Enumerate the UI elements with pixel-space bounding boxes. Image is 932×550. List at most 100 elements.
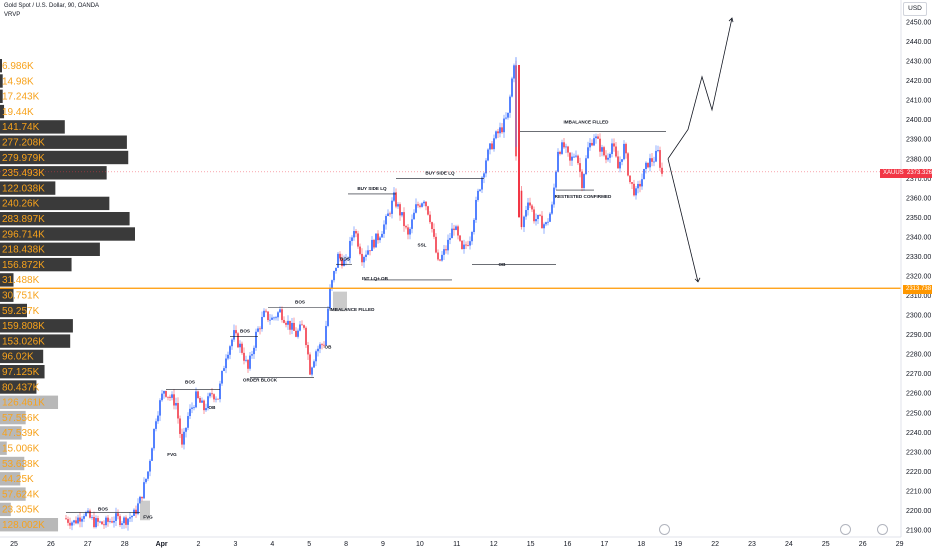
candle-body (103, 524, 105, 526)
candle-body (563, 142, 565, 148)
time-tick: 2 (197, 541, 201, 548)
candle-body (641, 179, 643, 187)
annotation-label: RESTESTED CONFIRMED (555, 194, 612, 199)
candle-body (107, 517, 109, 522)
candle-body (611, 143, 613, 154)
annotation-label: IMBALANCE FILLED (564, 120, 610, 125)
candle-body (401, 212, 403, 216)
time-tick: 24 (785, 541, 793, 548)
candle-body (579, 163, 581, 172)
vp-bar (0, 150, 129, 165)
candle-body (413, 212, 415, 220)
candle-body (655, 150, 657, 162)
candle-body (549, 213, 551, 222)
candle-body (481, 177, 483, 190)
vp-label: 57.556K (2, 413, 40, 424)
candle-body (243, 352, 245, 361)
time-tick: 12 (490, 541, 498, 548)
candle-body (615, 146, 617, 157)
candle-body (315, 351, 317, 362)
annotations: BOS FVG FVG OB BOS ORDER BLOCK BOS BOS OB IMBALAN… (98, 120, 612, 520)
candle-body (133, 509, 135, 516)
candle-body (499, 127, 501, 134)
vp-bar (0, 59, 2, 73)
time-tick: 19 (674, 541, 682, 548)
candle-body (597, 136, 599, 139)
vp-bar (0, 212, 130, 226)
candle-body (89, 510, 91, 518)
time-tick: 9 (381, 541, 385, 548)
indicator-label[interactable]: VRVP (4, 12, 21, 18)
candle-body (471, 232, 473, 242)
candle-body (559, 151, 561, 154)
candle-body (235, 330, 237, 334)
candle-body (607, 157, 609, 160)
vp-label: 30.751K (2, 291, 40, 302)
candle-body (573, 156, 575, 158)
candle-body (213, 394, 215, 400)
price-tick: 2370.00 (906, 176, 931, 183)
candle-body (263, 310, 265, 317)
vp-label: 23.305K (2, 505, 40, 516)
candle-body (83, 516, 85, 519)
candle-body (201, 400, 203, 403)
candle-body (71, 522, 73, 526)
price-tick: 2200.00 (906, 508, 931, 515)
vp-bar (0, 89, 3, 103)
price-tick: 2420.00 (906, 78, 931, 85)
candle-body (179, 418, 181, 434)
candle-body (69, 522, 71, 526)
clock-icon[interactable] (659, 524, 670, 535)
candle-body (335, 267, 337, 272)
candle-body (391, 200, 393, 214)
candle-body (81, 518, 83, 522)
candle-body (319, 344, 321, 349)
candle-body (557, 151, 559, 172)
candle-body (427, 206, 429, 215)
candle-body (285, 322, 287, 325)
vp-bar (0, 518, 59, 532)
candle-body (229, 346, 231, 355)
candle-body (145, 478, 147, 483)
candle-body (293, 322, 295, 331)
candle-body (585, 158, 587, 175)
candle-body (493, 138, 495, 150)
candle-body (627, 153, 629, 176)
candle-body (529, 202, 531, 206)
vp-label: 59.257K (2, 306, 40, 317)
candle-body (533, 209, 535, 222)
candle-body (629, 175, 631, 183)
candle-body (169, 396, 171, 398)
candle-body (467, 245, 469, 246)
vp-label: 97.125K (2, 367, 40, 378)
candle-body (399, 204, 401, 216)
time-tick: 17 (601, 541, 609, 548)
candle-body (153, 428, 155, 449)
candle-body (525, 210, 527, 217)
vp-label: 277.208K (2, 138, 45, 149)
candle-body (437, 252, 439, 260)
candle-body (241, 343, 243, 353)
candle-body (491, 143, 493, 150)
candle-body (333, 271, 335, 281)
vp-bar (0, 487, 26, 501)
candle-body (625, 143, 627, 154)
candle-body (553, 187, 555, 205)
currency-button[interactable]: USD (903, 2, 927, 16)
vp-label: 240.26K (2, 199, 40, 210)
candle-body (165, 390, 167, 397)
candle-body (173, 394, 175, 406)
candle-body (355, 231, 357, 234)
us-flag-icon-2[interactable] (877, 524, 888, 535)
time-tick: 23 (748, 541, 756, 548)
candle-body (485, 160, 487, 174)
candle-body (93, 517, 95, 528)
candle-body (631, 182, 633, 184)
candle-body (653, 161, 655, 163)
candle-body (149, 460, 151, 472)
candle-body (461, 240, 463, 250)
us-flag-icon[interactable] (840, 524, 851, 535)
candle-body (217, 398, 219, 400)
vp-bar (0, 456, 25, 471)
